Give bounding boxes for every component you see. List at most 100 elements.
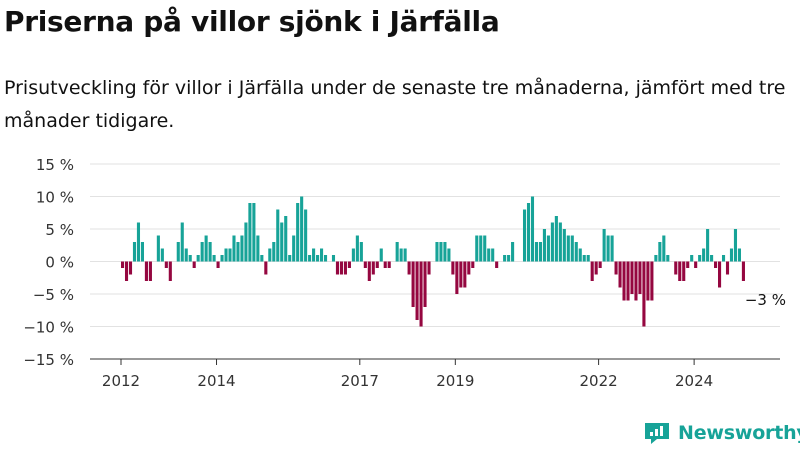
bar xyxy=(507,255,511,262)
bar xyxy=(359,242,363,262)
x-tick-label: 2022 xyxy=(580,372,618,390)
bar xyxy=(312,248,316,262)
bar-chart: 15 %10 %5 %0 %−5 %−10 %−15 % 2012 2014 201… xyxy=(23,156,786,390)
bar xyxy=(220,255,224,262)
bar xyxy=(491,248,495,262)
bar xyxy=(347,261,351,268)
bar xyxy=(602,229,606,262)
bar xyxy=(558,222,562,262)
y-tick-label: 0 % xyxy=(45,254,74,272)
bar xyxy=(570,235,574,262)
x-tick-label: 2019 xyxy=(436,372,474,390)
bar xyxy=(686,261,690,268)
bar xyxy=(427,261,431,275)
newsworthy-logo[interactable]: Newsworthy xyxy=(644,418,800,448)
bar xyxy=(156,235,160,262)
bar xyxy=(196,255,200,262)
y-tick-label: 10 % xyxy=(36,189,74,207)
chart-title: Priserna på villor sjönk i Järfälla xyxy=(4,5,500,38)
bar xyxy=(395,242,399,262)
bar xyxy=(224,248,228,262)
bar xyxy=(634,261,638,301)
bar xyxy=(355,235,359,262)
bar xyxy=(423,261,427,307)
bar xyxy=(694,261,698,268)
bar xyxy=(618,261,622,288)
bar xyxy=(323,255,328,262)
bar xyxy=(737,248,741,262)
bar xyxy=(128,261,133,275)
bar xyxy=(714,261,718,268)
bar xyxy=(419,261,423,327)
bar xyxy=(216,261,220,268)
bar xyxy=(530,196,535,262)
bar xyxy=(124,261,129,281)
bar xyxy=(335,261,340,275)
bar xyxy=(455,261,459,294)
bar xyxy=(650,261,654,301)
bar xyxy=(280,222,284,262)
bar xyxy=(451,261,455,275)
bar xyxy=(526,203,531,262)
bar xyxy=(463,261,467,288)
bar xyxy=(367,261,371,281)
y-tick-label: −10 % xyxy=(23,319,74,337)
bar xyxy=(741,261,745,281)
bar xyxy=(698,255,702,262)
bar xyxy=(630,261,634,294)
bar xyxy=(495,261,499,268)
bar xyxy=(288,255,292,262)
bar xyxy=(212,255,216,262)
bar xyxy=(160,248,164,262)
bar xyxy=(467,261,471,275)
bar xyxy=(503,255,507,262)
bar xyxy=(121,261,125,268)
bar xyxy=(582,255,586,262)
brand-name: Newsworthy xyxy=(678,422,800,444)
bar xyxy=(610,235,614,262)
bar xyxy=(284,216,288,262)
bar xyxy=(662,235,666,262)
bar xyxy=(439,242,443,262)
bar xyxy=(646,261,650,301)
bar xyxy=(554,216,558,262)
bar xyxy=(292,235,296,262)
bar xyxy=(296,203,300,262)
bar xyxy=(487,248,491,262)
y-tick-label: 15 % xyxy=(36,156,74,174)
bar xyxy=(204,235,208,262)
bar xyxy=(184,248,188,262)
bar xyxy=(140,242,144,262)
bar xyxy=(144,261,148,281)
bar xyxy=(678,261,682,281)
bar xyxy=(316,255,320,262)
bar xyxy=(614,261,618,275)
bar xyxy=(399,248,403,262)
bar xyxy=(180,222,184,262)
bar xyxy=(590,261,594,281)
bar xyxy=(702,248,706,262)
bar xyxy=(447,248,451,262)
bar xyxy=(383,261,387,268)
bar xyxy=(710,255,714,262)
bar xyxy=(586,255,590,262)
newsworthy-icon xyxy=(645,423,669,444)
bar xyxy=(415,261,419,320)
bar xyxy=(268,248,272,262)
x-tick-label: 2017 xyxy=(341,372,379,390)
annotations: −3 % xyxy=(745,291,786,309)
bar xyxy=(666,255,670,262)
bar xyxy=(351,248,355,262)
bar xyxy=(690,255,694,262)
bar xyxy=(264,261,268,275)
bar xyxy=(375,261,379,268)
bar xyxy=(256,235,260,262)
bar xyxy=(240,235,244,262)
bar xyxy=(562,229,566,262)
bar xyxy=(232,235,236,262)
x-tick-label: 2012 xyxy=(102,372,140,390)
bar xyxy=(622,261,626,301)
bar xyxy=(272,242,276,262)
y-tick-label: −5 % xyxy=(33,286,74,304)
bar xyxy=(542,229,546,262)
